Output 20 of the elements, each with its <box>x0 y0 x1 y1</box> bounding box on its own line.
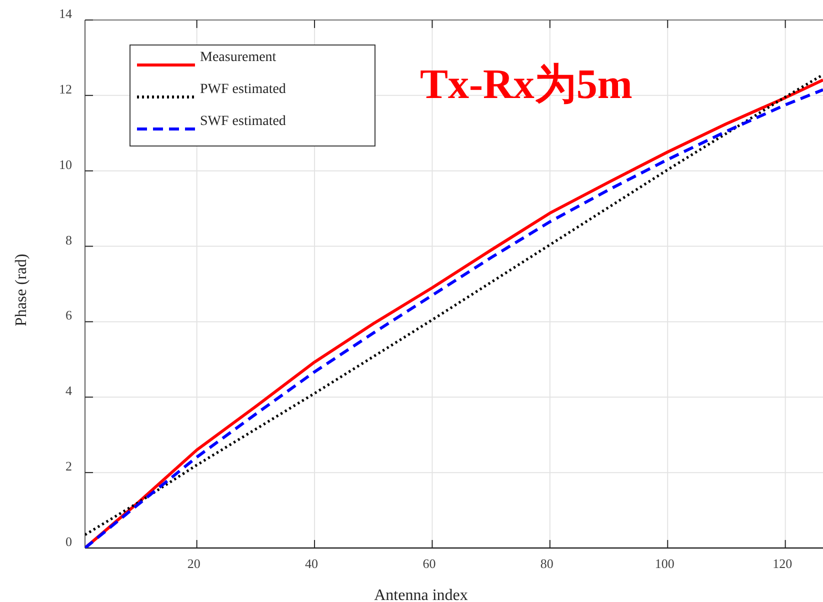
x-tick-label: 100 <box>654 556 674 571</box>
x-axis-title: Antenna index <box>374 587 468 602</box>
y-tick-label: 2 <box>66 458 72 474</box>
y-tick-label: 6 <box>66 308 72 323</box>
x-tick-label: 20 <box>187 556 200 571</box>
y-tick-label: 12 <box>59 81 72 96</box>
y-tick-label: 14 <box>59 6 72 21</box>
legend-label: Measurement <box>200 50 276 65</box>
y-tick-label: 10 <box>59 156 72 172</box>
legend-label: SWF estimated <box>200 114 286 129</box>
annotation: Tx-Rx为5m <box>420 62 632 108</box>
x-tick-label: 80 <box>540 556 554 571</box>
y-tick-label: 0 <box>66 534 72 549</box>
x-tick-label: 60 <box>422 556 436 571</box>
x-tick-label: 40 <box>305 556 318 571</box>
x-tick-label: 120 <box>772 556 792 571</box>
y-tick-label: 4 <box>66 383 72 398</box>
y-tick-label: 8 <box>66 232 72 248</box>
legend-label: PWF estimated <box>200 82 286 97</box>
y-axis-title: Phase (rad) <box>13 254 30 326</box>
